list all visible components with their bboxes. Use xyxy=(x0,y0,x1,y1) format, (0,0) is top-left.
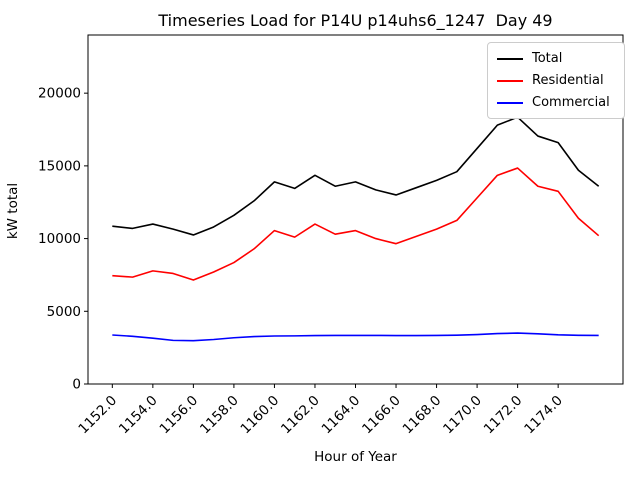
x-tick-label: 1154.0 xyxy=(116,393,161,438)
chart-title: Timeseries Load for P14U p14uhs6_1247 Da… xyxy=(158,11,553,30)
legend: Total Residential Commercial xyxy=(487,42,625,119)
legend-line-icon xyxy=(497,57,523,60)
y-tick-label: 0 xyxy=(72,377,81,393)
x-tick-label: 1152.0 xyxy=(75,393,120,438)
y-tick-label: 5000 xyxy=(47,304,81,320)
x-tick-label: 1172.0 xyxy=(481,393,526,438)
legend-item-residential: Residential xyxy=(497,73,610,88)
y-tick-label: 15000 xyxy=(38,158,81,174)
x-tick-label: 1164.0 xyxy=(319,393,364,438)
x-tick-label: 1156.0 xyxy=(156,393,201,438)
x-axis-label: Hour of Year xyxy=(314,449,397,465)
legend-label: Commercial xyxy=(532,95,610,110)
x-tick-label: 1168.0 xyxy=(400,393,445,438)
series-line-commercial xyxy=(112,332,599,342)
y-axis-label: kW total xyxy=(5,182,21,240)
legend-item-commercial: Commercial xyxy=(497,95,610,110)
legend-line-icon xyxy=(497,79,523,82)
legend-item-total: Total xyxy=(497,51,610,66)
x-tick-label: 1162.0 xyxy=(278,393,323,438)
y-tick-label: 10000 xyxy=(38,231,81,247)
legend-line-icon xyxy=(497,101,523,104)
legend-label: Total xyxy=(532,51,563,66)
y-tick-label: 20000 xyxy=(38,86,81,102)
x-tick-label: 1170.0 xyxy=(440,393,485,438)
x-tick-label: 1174.0 xyxy=(521,393,566,438)
x-tick-label: 1158.0 xyxy=(197,393,242,438)
legend-label: Residential xyxy=(532,73,604,88)
x-tick-label: 1160.0 xyxy=(238,393,283,438)
x-tick-label: 1166.0 xyxy=(359,393,404,438)
series-line-residential xyxy=(112,167,600,281)
